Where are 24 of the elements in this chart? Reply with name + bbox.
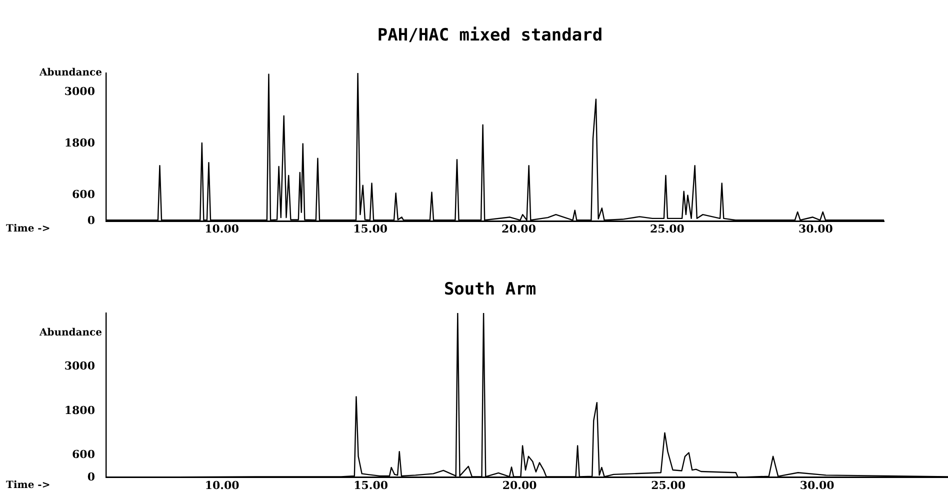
x-axis-title: Time ->	[6, 480, 50, 491]
y-tick-label: 1800	[64, 136, 96, 150]
y-axis-title: Abundance	[38, 68, 102, 79]
x-tick-label: 15.00	[353, 222, 388, 236]
x-tick-label: 30.00	[800, 478, 835, 492]
x-tick-label: 25.00	[650, 222, 685, 236]
x-tick-label: 10.00	[204, 478, 240, 492]
x-tick-label: 15.00	[354, 478, 388, 492]
x-tick-label: 20.00	[502, 222, 536, 236]
y-tick-label: 3000	[64, 85, 96, 98]
x-tick-label: 25.00	[651, 478, 686, 492]
y-tick-label: 600	[72, 188, 96, 202]
chart-title: South Arm	[444, 279, 536, 300]
y-tick-label: 1800	[64, 404, 96, 417]
x-tick-label: 30.00	[798, 222, 834, 236]
chart-title: PAH/HAC mixed standard	[377, 25, 603, 46]
x-axis-title: Time ->	[6, 224, 50, 235]
x-tick-label: 10.00	[204, 222, 240, 236]
x-tick-label: 20.00	[502, 478, 538, 492]
y-axis-title: Abundance	[38, 328, 102, 339]
y-tick-label: 0	[87, 214, 96, 227]
y-tick-label: 600	[72, 448, 96, 462]
y-tick-label: 3000	[64, 360, 96, 373]
y-tick-label: 0	[87, 470, 96, 484]
